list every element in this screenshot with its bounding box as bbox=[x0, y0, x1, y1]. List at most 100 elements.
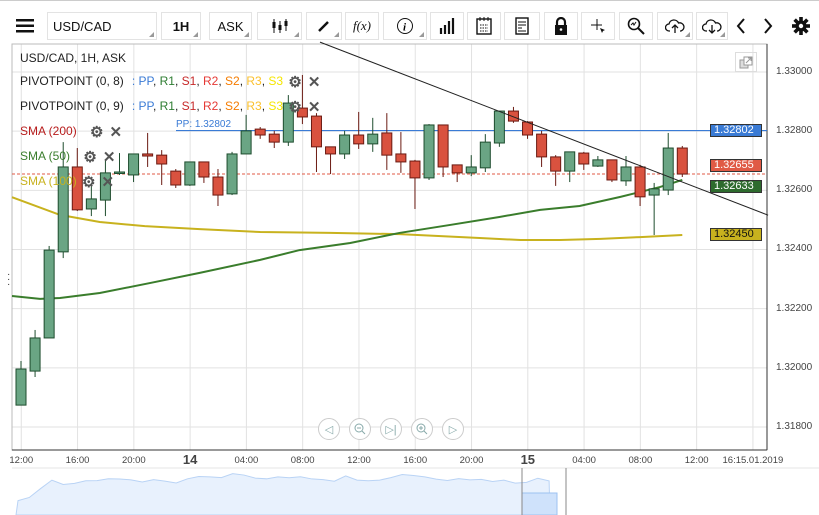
calendar-button[interactable] bbox=[467, 12, 501, 40]
crosshair-button[interactable] bbox=[581, 12, 615, 40]
gear-icon[interactable]: ⚙ bbox=[288, 99, 302, 116]
pivot-level-pp: PP bbox=[138, 74, 153, 89]
price-axis-label: 1.32600 bbox=[776, 184, 813, 196]
scroll-left-button[interactable] bbox=[728, 12, 754, 40]
candle-up bbox=[15, 361, 27, 406]
time-axis-label: 14 bbox=[182, 452, 198, 467]
menu-button[interactable] bbox=[8, 12, 41, 40]
cloud-download-icon bbox=[702, 19, 722, 34]
scroll-forward-button[interactable]: ▷ bbox=[442, 418, 464, 440]
go-to-latest-button[interactable]: ▷| bbox=[380, 418, 402, 440]
candle-body bbox=[156, 154, 168, 165]
chart-title: USD/CAD, 1H, ASK bbox=[20, 51, 127, 65]
close-icon[interactable]: ✕ bbox=[307, 99, 321, 116]
candle-body bbox=[409, 160, 421, 179]
candle-body bbox=[620, 166, 632, 182]
trendline-path bbox=[319, 41, 769, 216]
gear-icon[interactable]: ⚙ bbox=[83, 149, 97, 166]
candle-down bbox=[578, 151, 590, 170]
upload-button[interactable] bbox=[657, 12, 693, 40]
gear-icon[interactable]: ⚙ bbox=[82, 174, 96, 191]
timeframe-select[interactable]: 1H bbox=[161, 12, 201, 40]
indicator-pivot-8: PIVOTPOINT (0, 8): PP, R1, S1, R2, S2, R… bbox=[20, 74, 321, 91]
close-icon[interactable]: ✕ bbox=[102, 149, 116, 166]
candlestick-icon bbox=[272, 19, 287, 33]
zoom-in-icon bbox=[416, 423, 428, 435]
price-axis-label: 1.32800 bbox=[776, 125, 813, 137]
symbol-select[interactable]: USD/CAD bbox=[47, 12, 157, 40]
sma-50-path bbox=[11, 179, 683, 300]
lock-button[interactable] bbox=[544, 12, 578, 40]
draw-tool-button[interactable] bbox=[306, 12, 342, 40]
candle-down bbox=[142, 132, 154, 167]
candle-body bbox=[268, 133, 280, 143]
candle-body bbox=[648, 188, 660, 196]
price-tag-last: 1.32655 bbox=[710, 159, 762, 173]
candle-body bbox=[325, 146, 337, 155]
candle-body bbox=[296, 107, 308, 118]
candle-body bbox=[634, 166, 646, 198]
navigator-window bbox=[521, 492, 558, 515]
candle-body bbox=[437, 124, 449, 168]
close-icon[interactable]: ✕ bbox=[307, 74, 321, 91]
time-axis-label: 04:00 bbox=[234, 455, 259, 466]
gear-icon[interactable]: ⚙ bbox=[288, 74, 302, 91]
pivot-level-r2: R2 bbox=[203, 74, 219, 89]
chart-type-button[interactable] bbox=[257, 12, 302, 40]
trendline bbox=[319, 41, 769, 216]
time-axis-label: 04:00 bbox=[572, 455, 596, 466]
candle-body bbox=[170, 170, 182, 186]
price-tag-sma100: 1.32450 bbox=[710, 227, 762, 241]
time-axis-label: 15 bbox=[520, 452, 536, 467]
pivot-level-r3: R3 bbox=[246, 99, 262, 114]
candle-up bbox=[85, 182, 97, 217]
resize-handle[interactable]: · · · bbox=[7, 269, 11, 290]
candle-up bbox=[226, 151, 238, 196]
download-button[interactable] bbox=[696, 12, 728, 40]
scroll-back-button[interactable]: ◁ bbox=[318, 418, 340, 440]
time-axis-label: 16:15.01.2019 bbox=[722, 455, 784, 466]
candle-body bbox=[212, 176, 224, 196]
report-icon bbox=[515, 17, 529, 35]
candle-up bbox=[592, 156, 604, 167]
volume-button[interactable] bbox=[430, 12, 464, 40]
zoom-button[interactable] bbox=[619, 12, 653, 40]
chevron-left-icon bbox=[736, 18, 745, 34]
indicators-button[interactable]: f(x) bbox=[345, 12, 379, 40]
pivot-level-r3: R3 bbox=[246, 74, 262, 89]
candle-up bbox=[620, 156, 632, 186]
zoom-out-button[interactable] bbox=[349, 418, 371, 440]
close-icon[interactable]: ✕ bbox=[109, 124, 123, 141]
candle-body bbox=[662, 147, 674, 191]
popout-button[interactable] bbox=[735, 52, 757, 72]
gear-icon[interactable]: ⚙ bbox=[90, 124, 104, 141]
info-button[interactable]: i bbox=[383, 12, 427, 40]
report-button[interactable] bbox=[504, 12, 540, 40]
price-axis-label: 1.33000 bbox=[776, 66, 813, 77]
price-type-select[interactable]: ASK bbox=[209, 12, 252, 40]
time-axis-label: 16:00 bbox=[65, 455, 90, 466]
candle-up bbox=[465, 155, 477, 177]
candle-body bbox=[606, 159, 618, 181]
price-axis-label: 1.32000 bbox=[776, 361, 813, 373]
candle-body bbox=[676, 147, 688, 175]
pivot-level-r2: R2 bbox=[203, 99, 219, 114]
candle-body bbox=[493, 110, 505, 144]
candle-down bbox=[409, 159, 421, 209]
candle-down bbox=[634, 164, 646, 207]
zoom-in-button[interactable] bbox=[411, 418, 433, 440]
indicator-sma-200: SMA (200) ⚙ ✕ bbox=[20, 123, 128, 141]
candle-down bbox=[198, 161, 210, 183]
candle-up bbox=[564, 151, 576, 183]
close-icon[interactable]: ✕ bbox=[101, 174, 115, 191]
candle-down bbox=[451, 164, 463, 183]
candle-body bbox=[71, 166, 83, 211]
settings-button[interactable] bbox=[787, 12, 815, 40]
candle-body bbox=[465, 166, 477, 174]
candle-body bbox=[578, 152, 590, 165]
scroll-right-button[interactable] bbox=[755, 12, 781, 40]
magnifier-icon bbox=[627, 17, 645, 35]
candle-down bbox=[268, 130, 280, 149]
candle-down bbox=[325, 146, 337, 175]
